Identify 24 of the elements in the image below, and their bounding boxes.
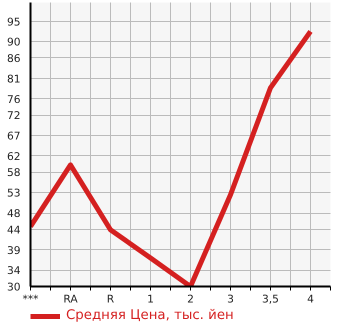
x-tick-label: 4 — [307, 292, 314, 306]
y-tick-label: 62 — [6, 150, 21, 163]
y-tick-label: 67 — [6, 130, 21, 143]
x-tick-label: 1 — [147, 292, 154, 306]
y-tick-label: 72 — [6, 109, 21, 122]
y-tick-label: 44 — [6, 223, 21, 236]
y-tick-label: 95 — [6, 15, 21, 28]
y-tick-label: 53 — [6, 186, 21, 200]
y-tick-label: 30 — [6, 280, 21, 294]
x-tick-label: 3,5 — [262, 292, 279, 306]
x-tick-label: *** — [22, 292, 40, 306]
x-tick-label: R — [106, 292, 115, 306]
y-tick-label: 34 — [6, 264, 21, 278]
x-tick-label: 2 — [187, 292, 194, 306]
y-tick-label: 86 — [6, 52, 21, 65]
y-tick-label: 76 — [6, 92, 21, 106]
x-tick-label: 3 — [227, 292, 234, 306]
y-tick-label: 90 — [6, 36, 21, 49]
y-tick-label: 48 — [6, 207, 21, 220]
y-tick-label: 81 — [6, 72, 21, 86]
x-tick-label: RA — [63, 292, 78, 306]
y-tick-label: 39 — [6, 244, 21, 257]
legend-label: Средняя Цена, тыс. йен — [66, 308, 234, 323]
y-tick-label: 58 — [6, 166, 21, 180]
